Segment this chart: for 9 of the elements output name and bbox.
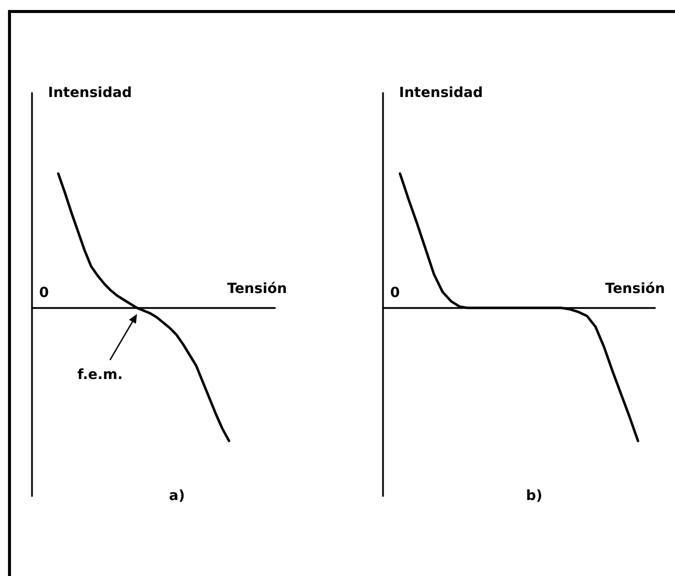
y-axis-title: Intensidad: [399, 85, 483, 101]
x-axis-title: Tensión: [227, 280, 287, 297]
text: a): [169, 488, 185, 504]
annotation: f.e.m.: [77, 366, 123, 383]
x-axis-title: Tensión: [605, 280, 665, 297]
annotation: 0: [39, 284, 50, 301]
text: b): [526, 488, 542, 504]
annotation: 0: [390, 284, 400, 301]
y-axis-title: Intensidad: [48, 85, 132, 101]
